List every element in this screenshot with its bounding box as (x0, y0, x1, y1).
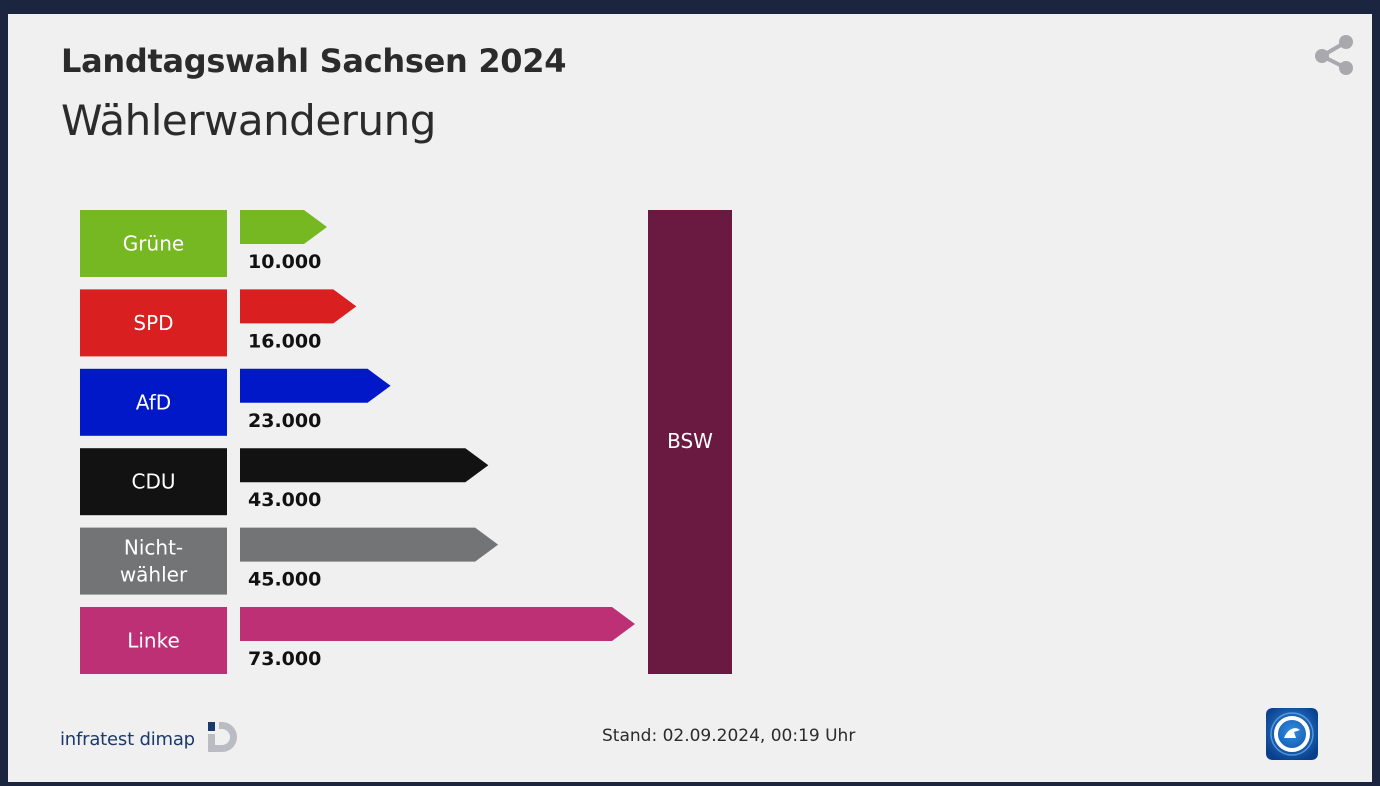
party-label: Nicht- (124, 536, 183, 560)
party-label-box (80, 210, 227, 277)
flow-arrow-bar (240, 448, 489, 483)
flow-arrow-bar (240, 527, 499, 562)
party-label: SPD (133, 311, 173, 335)
party-label-box (80, 527, 227, 595)
chart-title: Landtagswahl Sachsen 2024 (61, 42, 567, 80)
infratest-dimap-logo (205, 720, 239, 758)
party-label: Linke (127, 629, 180, 653)
party-label-box (80, 448, 227, 516)
party-label-box (80, 368, 227, 436)
party-label: CDU (131, 470, 175, 494)
value-label: 43.000 (248, 489, 321, 511)
flow-arrow-bar (240, 289, 357, 324)
flow-arrow-bar (240, 607, 635, 641)
target-party-label: BSW (667, 429, 713, 453)
timestamp: Stand: 02.09.2024, 00:19 Uhr (602, 726, 856, 746)
party-label-box (80, 289, 227, 357)
value-label: 10.000 (248, 251, 321, 273)
value-label: 23.000 (248, 410, 321, 432)
chart-card: Landtagswahl Sachsen 2024 Wählerwanderun… (8, 14, 1372, 782)
brand-name: infratest dimap (60, 728, 195, 750)
value-label: 73.000 (248, 648, 321, 670)
target-party-bar (648, 210, 732, 674)
flow-arrow-bar (240, 368, 391, 403)
tagesschau-logo (1266, 708, 1318, 760)
value-label: 45.000 (248, 569, 321, 591)
party-label: AfD (136, 390, 171, 414)
chart-subtitle: Wählerwanderung (61, 96, 436, 145)
party-label: Grüne (123, 232, 184, 256)
value-label: 16.000 (248, 330, 321, 352)
party-label-box (80, 607, 227, 674)
voter-flow-chart: Grüne 10.000 SPD 16.000 AfD 23.000 CDU 43.000 Ni… (80, 210, 732, 674)
share-icon[interactable] (1310, 32, 1358, 80)
infratest-dimap-brand: infratest dimap (60, 720, 239, 758)
party-label: wähler (120, 563, 188, 587)
flow-arrow-bar (240, 210, 327, 244)
